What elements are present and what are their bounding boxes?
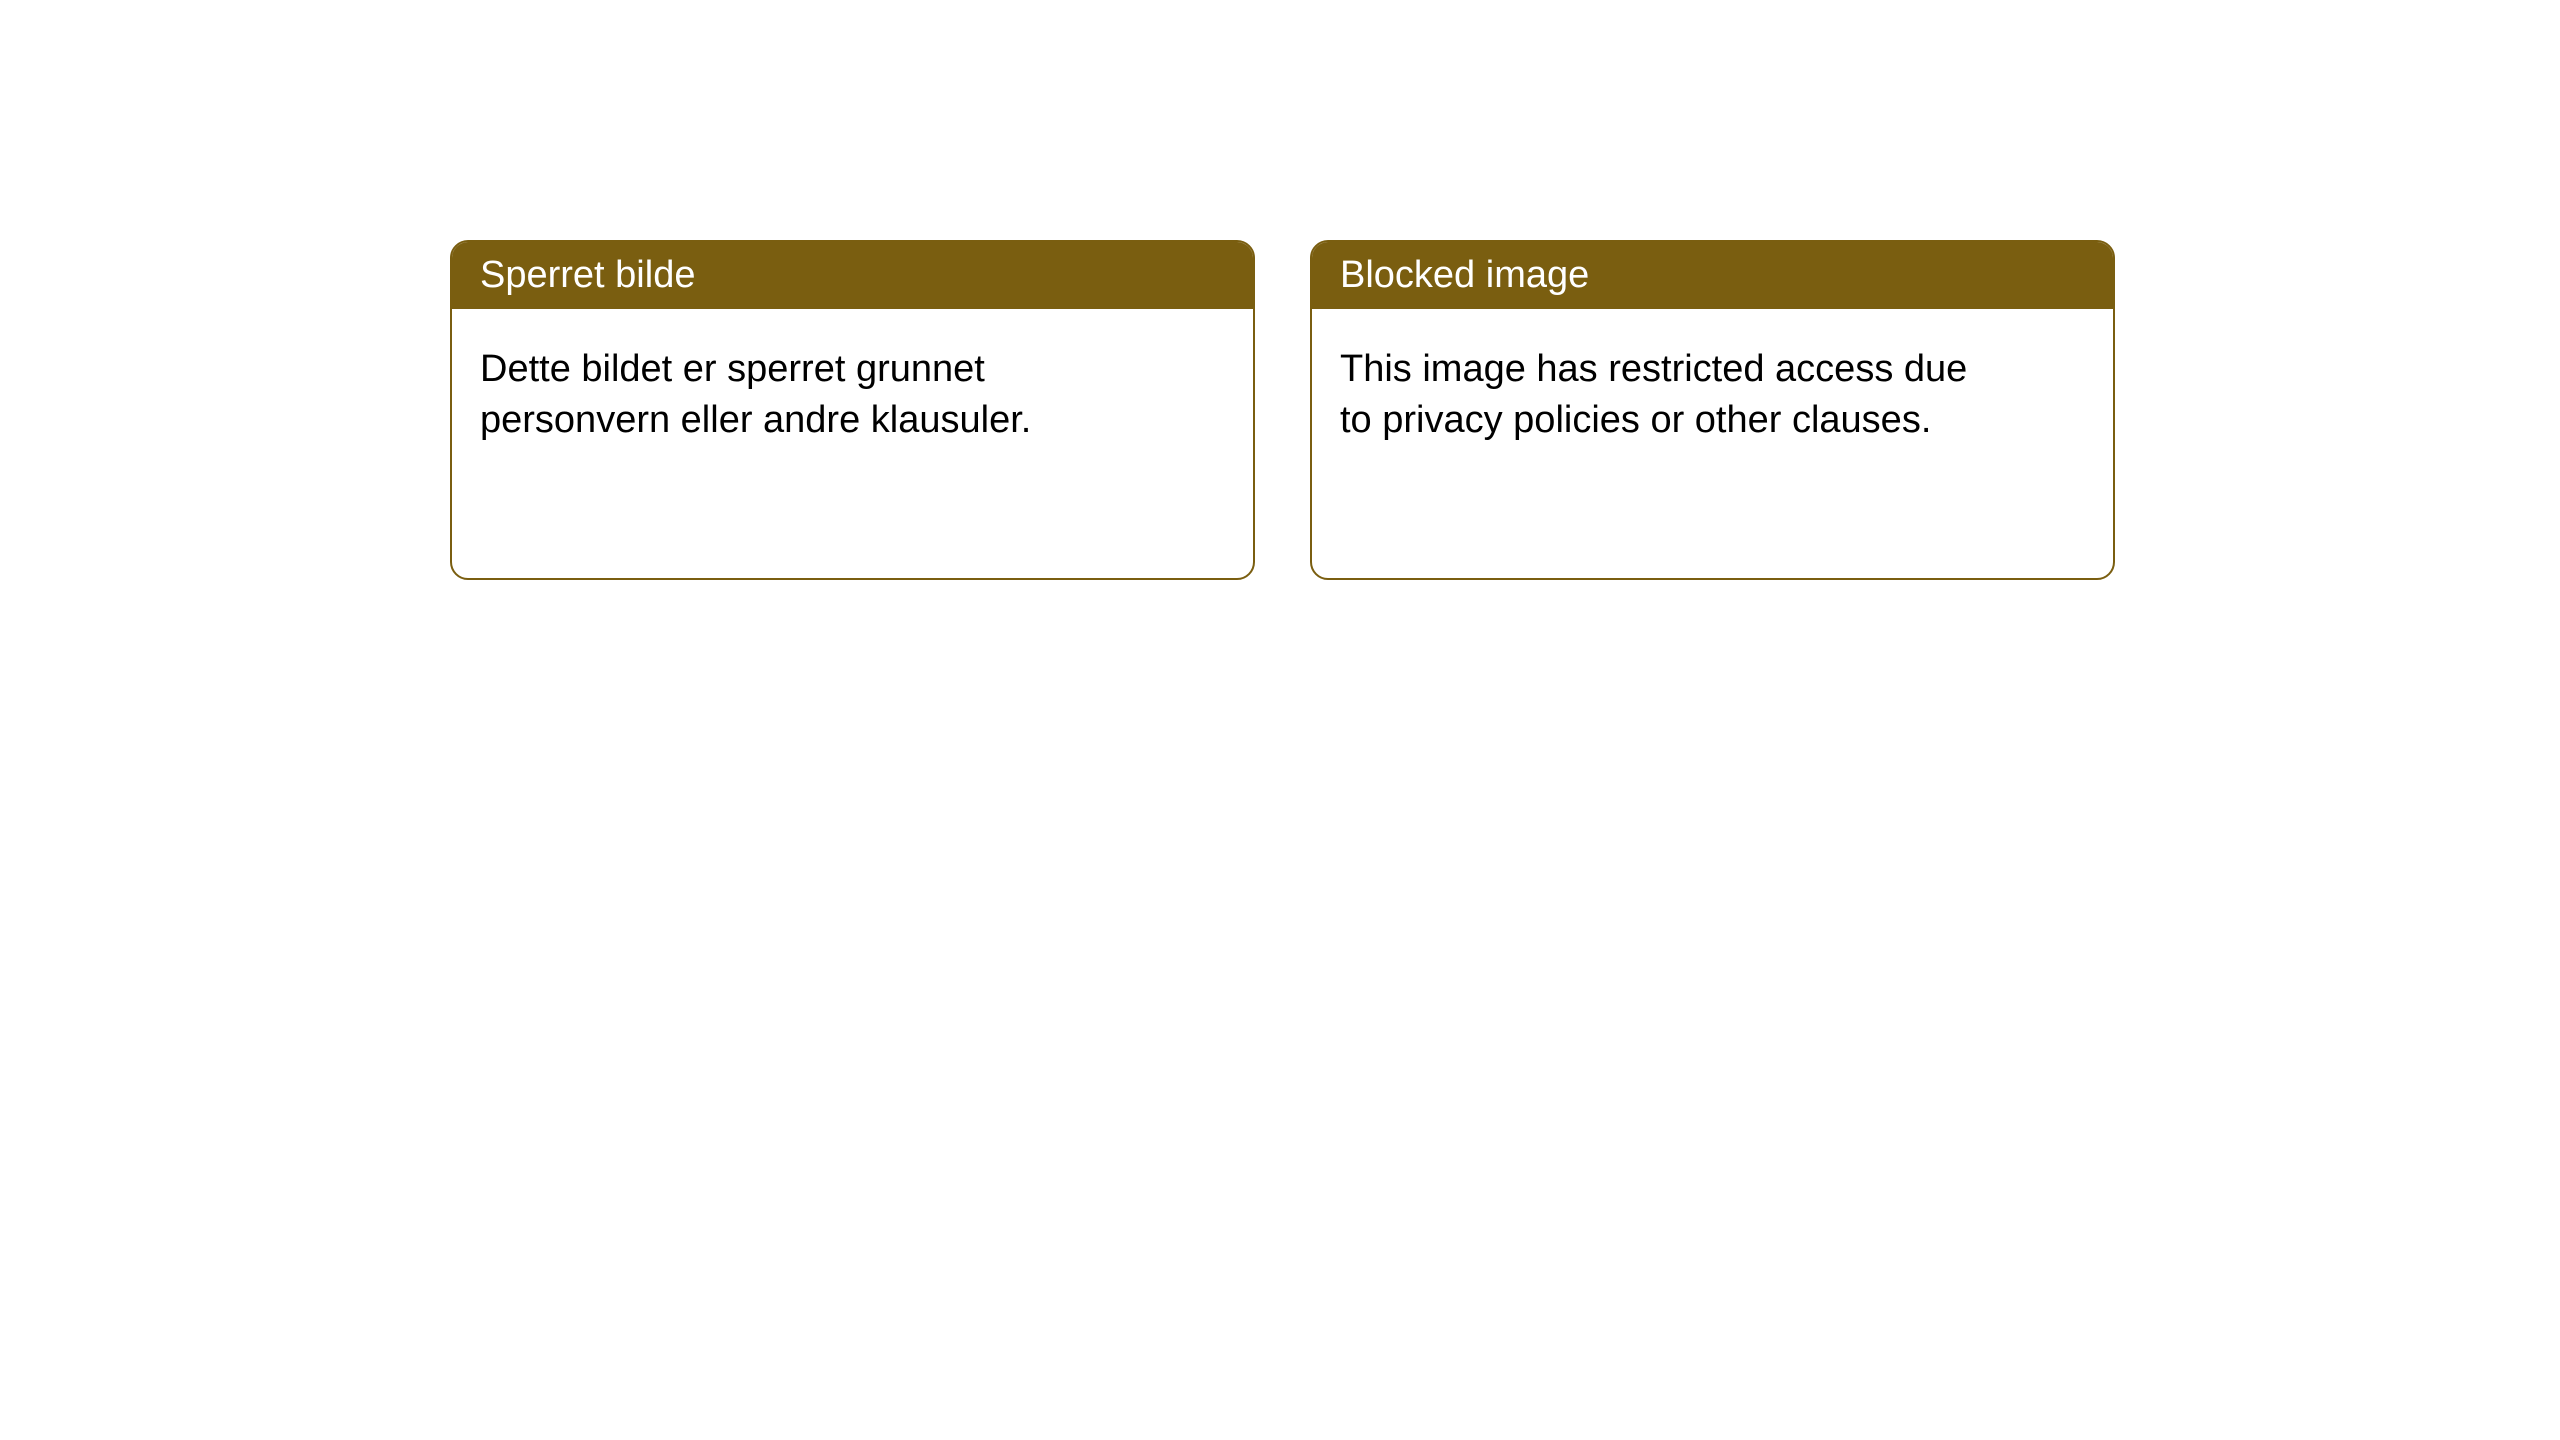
card-title: Blocked image <box>1340 254 1589 296</box>
card-header: Blocked image <box>1312 242 2113 309</box>
card-message: Dette bildet er sperret grunnet personve… <box>480 348 1031 441</box>
card-title: Sperret bilde <box>480 254 695 296</box>
card-message: This image has restricted access due to … <box>1340 348 1967 441</box>
cards-container: Sperret bilde Dette bildet er sperret gr… <box>450 240 2115 580</box>
card-body: Dette bildet er sperret grunnet personve… <box>452 309 1152 482</box>
blocked-image-card-no: Sperret bilde Dette bildet er sperret gr… <box>450 240 1255 580</box>
blocked-image-card-en: Blocked image This image has restricted … <box>1310 240 2115 580</box>
card-header: Sperret bilde <box>452 242 1253 309</box>
card-body: This image has restricted access due to … <box>1312 309 2012 482</box>
